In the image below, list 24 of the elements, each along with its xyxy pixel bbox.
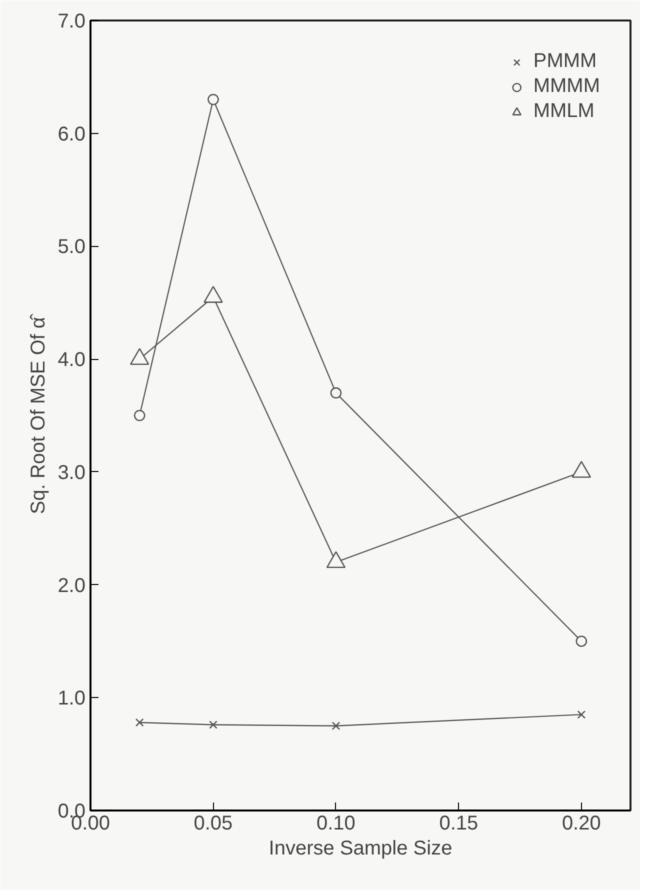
point — [134, 410, 146, 422]
y-tick-label: 4.0 — [58, 349, 86, 372]
point — [332, 722, 340, 730]
point — [209, 720, 218, 729]
x-tick-label: 0.05 — [194, 812, 233, 834]
point — [330, 387, 342, 399]
y-tick-label: 1.0 — [58, 688, 86, 710]
legend-label: MMMM — [533, 75, 600, 98]
x-tick-label: 0.15 — [439, 812, 478, 834]
y-tick-label: 3.0 — [58, 462, 86, 484]
y-tick-label: 7.0 — [58, 10, 86, 32]
point — [135, 718, 144, 727]
legend-label: MMLM — [533, 100, 594, 123]
point — [576, 636, 588, 647]
x-axis-title: Inverse Sample Size — [268, 838, 452, 860]
y-axis-title: Sq. Root Of MSE Of α̂ — [28, 312, 50, 514]
point — [577, 710, 586, 719]
x-tick-label: 0.10 — [316, 812, 356, 834]
x-tick-label: 0.20 — [562, 812, 601, 834]
y-tick-label: 2.0 — [58, 574, 86, 597]
legend-label: PMMM — [533, 50, 597, 73]
y-tick-label: 5.0 — [58, 236, 86, 258]
y-tick-label: 6.0 — [58, 123, 86, 146]
point — [208, 94, 219, 106]
